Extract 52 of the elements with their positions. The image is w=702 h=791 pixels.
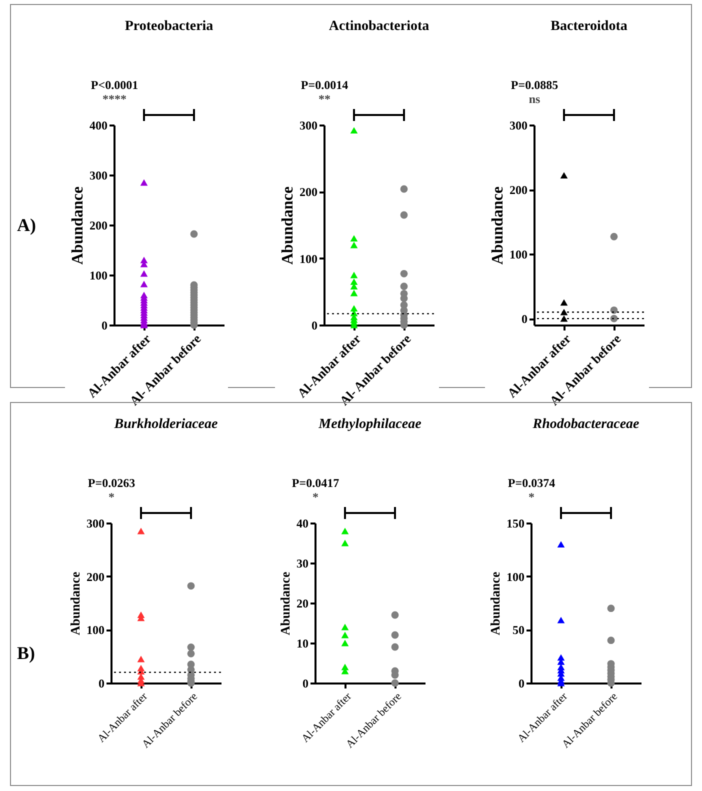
y-tick-label: 0 (102, 318, 108, 332)
chart-title: Burkholderiaceae (113, 417, 218, 432)
y-tick-label: 40 (296, 516, 308, 530)
text: P=0.0417 (292, 476, 340, 490)
text: **** (102, 92, 126, 106)
text: B) (16, 643, 36, 664)
text: ns (528, 92, 540, 106)
chart-title: Bacteroidota (550, 19, 628, 34)
y-tick-label: 200 (300, 185, 318, 200)
chart-title: Proteobacteria (124, 19, 214, 34)
y-tick-label: 300 (510, 118, 528, 132)
y-axis-title: Abundance (68, 571, 82, 636)
y-tick-label: 200 (90, 218, 108, 232)
y-tick-label: 100 (510, 248, 528, 262)
text: P=0.0885 (510, 78, 558, 92)
y-axis-title: Abundance (280, 186, 296, 265)
text: P<0.0001 (90, 78, 138, 92)
y-axis-title: Abundance (488, 571, 502, 636)
y-tick-label: 0 (312, 318, 318, 332)
y-tick-label: 200 (86, 570, 104, 584)
y-tick-label: 100 (300, 252, 318, 266)
y-axis-title: Abundance (278, 571, 292, 636)
y-tick-label: 300 (90, 168, 108, 182)
chart-title: Actinobacteriota (328, 19, 430, 34)
y-tick-label: 20 (296, 596, 308, 610)
text: P=0.0263 (88, 476, 136, 490)
y-tick-label: 150 (506, 516, 524, 530)
y-axis-title: Abundance (490, 186, 506, 265)
y-tick-label: 300 (300, 118, 318, 132)
y-tick-label: 400 (90, 118, 108, 132)
y-tick-label: 30 (296, 556, 308, 570)
chart-title: Rhodobacteraceae (532, 417, 640, 432)
text: * (312, 490, 318, 504)
y-tick-label: 0 (302, 676, 308, 690)
text: * (108, 490, 114, 504)
y-tick-label: 300 (86, 516, 104, 530)
y-axis-title: Abundance (70, 186, 86, 265)
text: A) (16, 215, 37, 236)
chart-title: Methylophilaceae (318, 417, 422, 432)
y-tick-label: 100 (506, 570, 524, 584)
y-tick-label: 50 (512, 623, 524, 638)
y-tick-label: 0 (518, 676, 524, 690)
text: ** (318, 92, 330, 106)
y-tick-label: 10 (296, 636, 308, 650)
y-tick-label: 100 (90, 268, 108, 282)
text: * (528, 490, 534, 504)
y-tick-label: 200 (510, 183, 528, 198)
y-tick-label: 0 (522, 312, 528, 326)
text: P=0.0014 (300, 78, 348, 92)
text: P=0.0374 (508, 476, 556, 490)
y-tick-label: 0 (98, 676, 104, 690)
y-tick-label: 100 (86, 623, 104, 638)
